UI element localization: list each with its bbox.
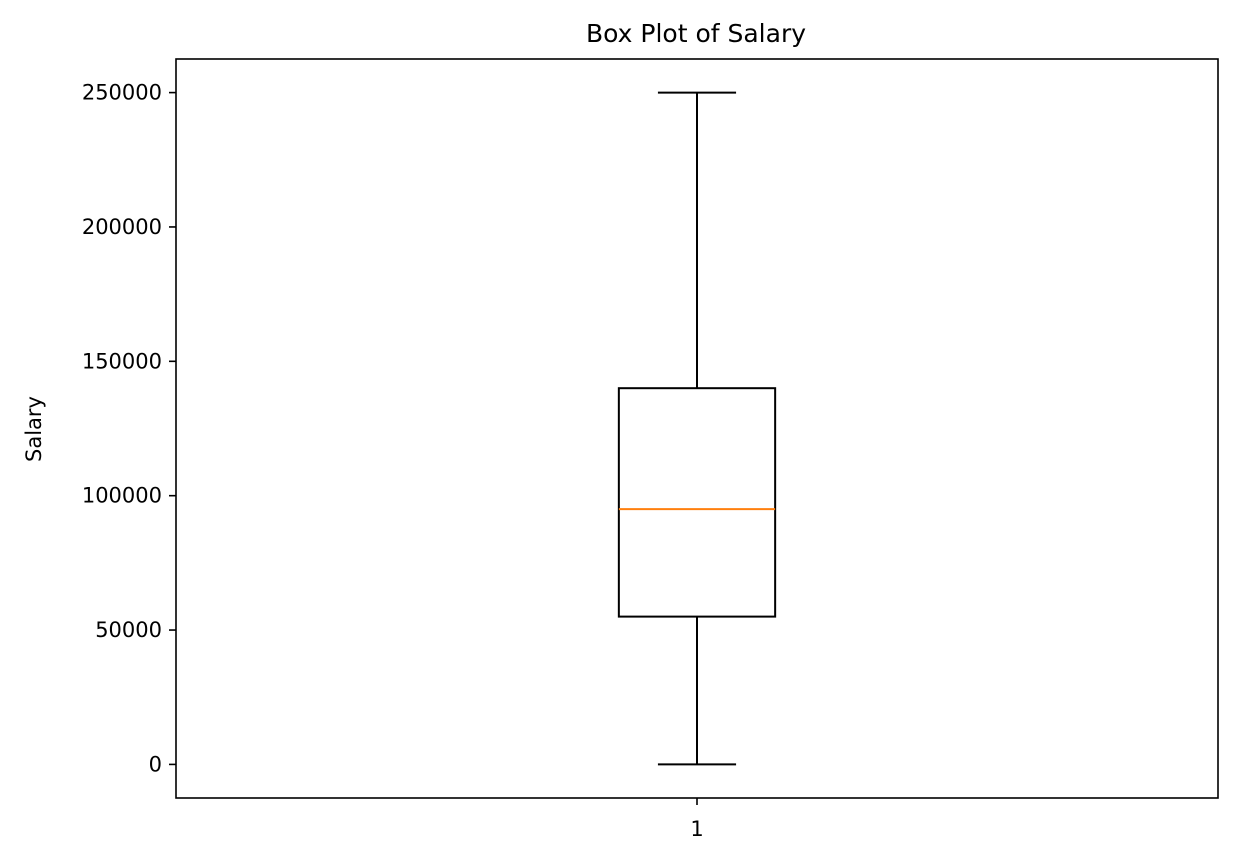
y-axis: 0 50000 100000 150000 200000 250000 — [82, 81, 176, 776]
y-axis-label: Salary — [22, 396, 46, 462]
x-tick-label: 1 — [690, 817, 703, 841]
x-axis: 1 — [690, 798, 704, 841]
y-tick-label: 200000 — [82, 215, 162, 239]
y-tick-label: 250000 — [82, 81, 162, 105]
box-series — [617, 91, 777, 766]
y-tick-label: 0 — [149, 752, 162, 776]
box — [617, 387, 777, 618]
plot-area-frame — [175, 58, 1219, 799]
y-tick-label: 50000 — [95, 618, 162, 642]
chart-title: Box Plot of Salary — [586, 19, 806, 48]
y-tick-label: 100000 — [82, 484, 162, 508]
y-tick-label: 150000 — [82, 349, 162, 373]
